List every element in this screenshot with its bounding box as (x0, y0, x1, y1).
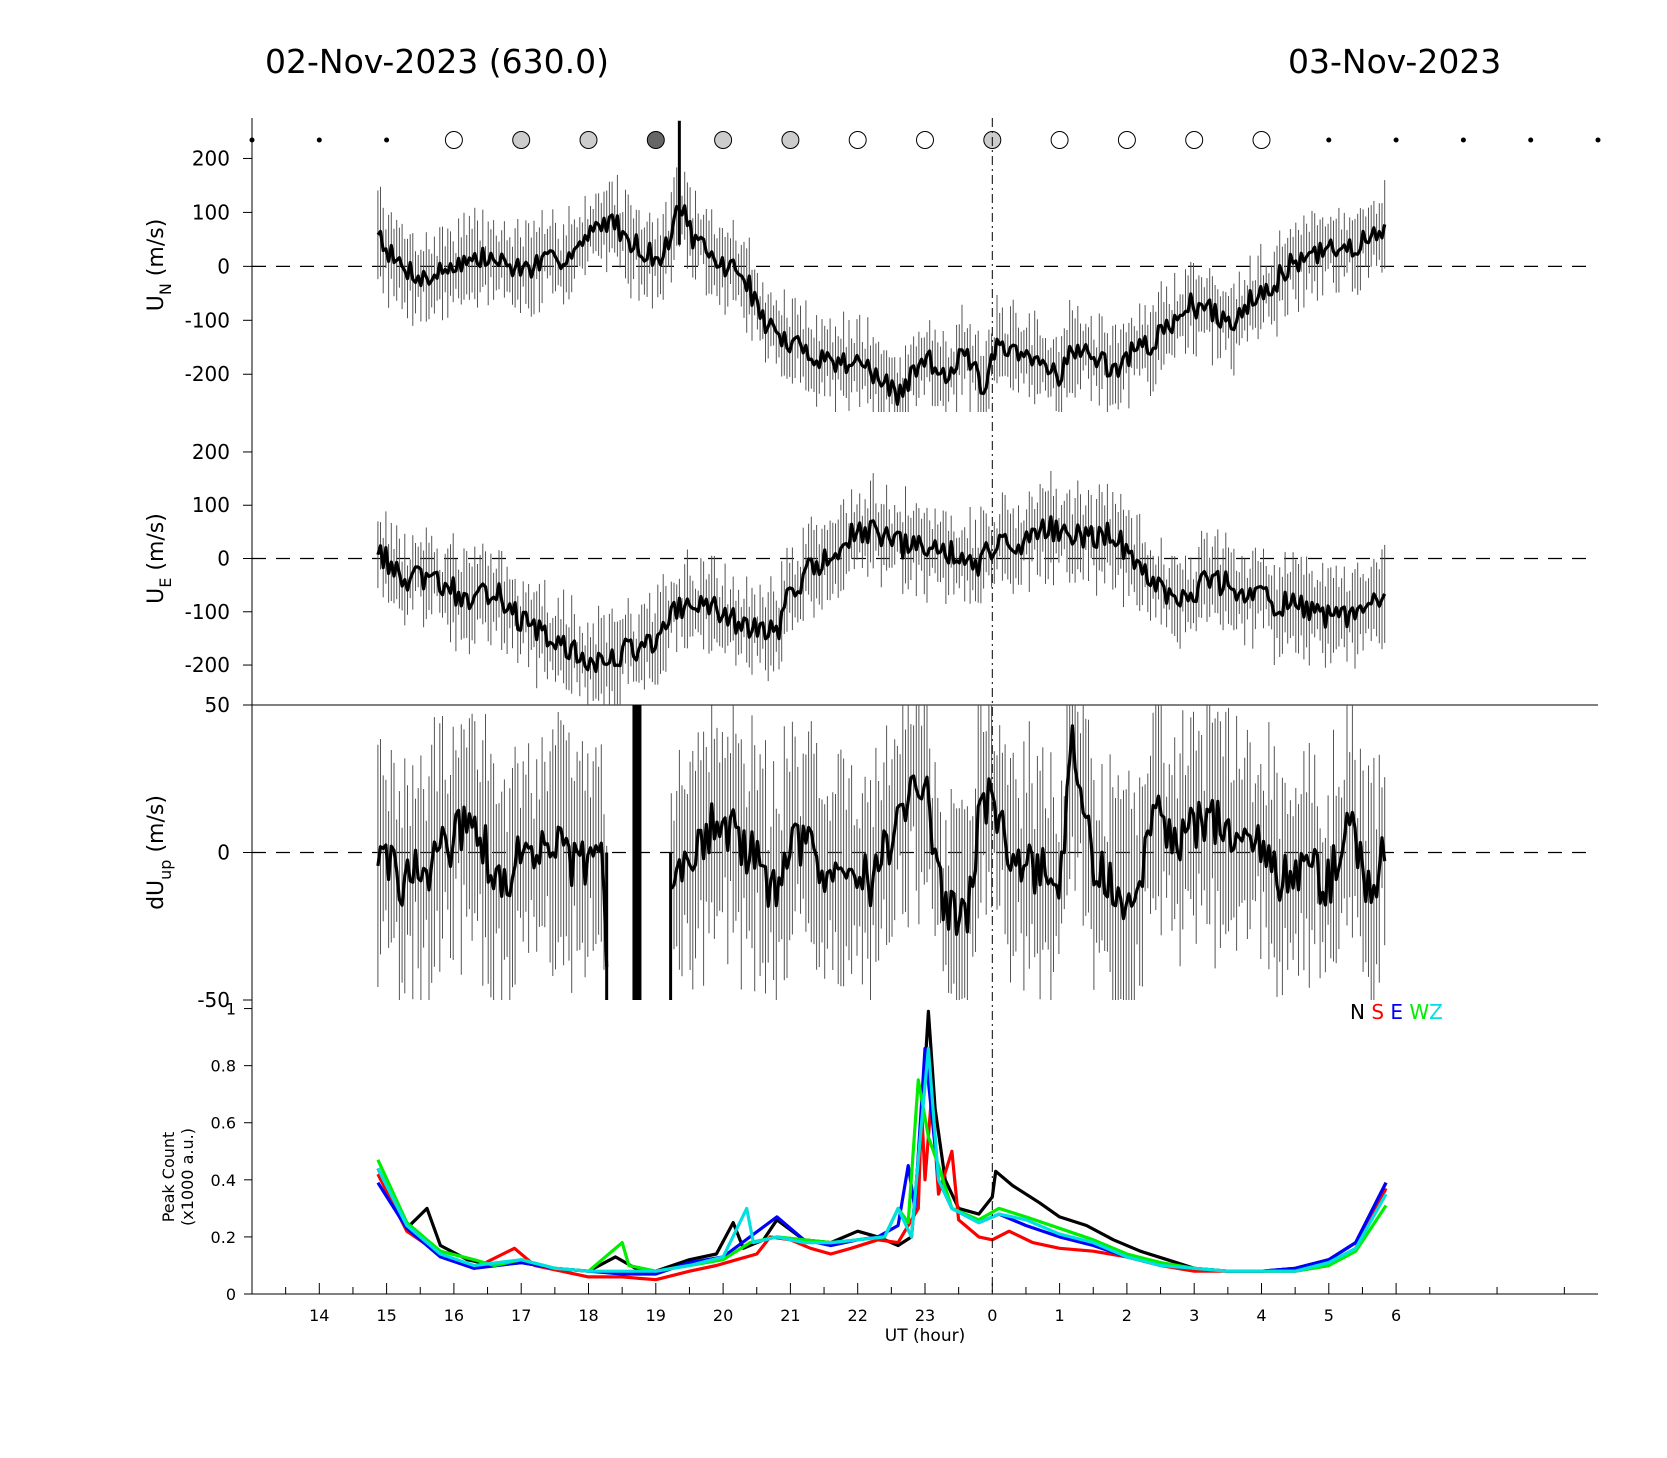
series-line-N (376, 1009, 1388, 1273)
y-tick-label: -100 (185, 308, 230, 332)
legend-entry-W: W (1409, 1000, 1429, 1024)
y-tick-label: 100 (192, 200, 230, 224)
y-tick-label: -100 (185, 600, 230, 624)
y-tick-label: 0.2 (211, 1228, 236, 1247)
moon-phase-circle (781, 131, 800, 149)
x-tick-label: 21 (780, 1306, 800, 1325)
moon-phase-circle (714, 131, 733, 149)
panel-vertical-wind: -50 0 50 dUup (m/s) (144, 693, 1588, 1012)
y-tick-label: -200 (185, 653, 230, 677)
data-area (376, 120, 1387, 412)
data-area (376, 471, 1387, 705)
date-title-right: 03-Nov-2023 (1288, 42, 1502, 81)
y-axis-label: (x1000 a.u.) (178, 1128, 197, 1226)
y-axis-label: dUup (m/s) (144, 795, 175, 910)
x-tick-label: 16 (444, 1306, 464, 1325)
legend-entry-E: E (1390, 1000, 1409, 1024)
x-tick-label: 20 (713, 1306, 733, 1325)
y-tick-label: -50 (197, 988, 230, 1012)
x-tick-label: 18 (578, 1306, 598, 1325)
y-tick-label: 0.8 (211, 1057, 236, 1076)
moon-phase-circle (1185, 131, 1204, 149)
y-tick-label: 200 (192, 440, 230, 464)
legend-entry-Z: Z (1429, 1000, 1443, 1024)
moon-dot (1326, 137, 1332, 143)
series-line-S (376, 1092, 1388, 1282)
x-axis-label: UT (hour) (885, 1326, 965, 1346)
y-tick-label: -200 (185, 362, 230, 386)
y-tick-label: 1 (226, 1000, 236, 1019)
moon-dot (316, 137, 322, 143)
x-tick-label: 5 (1324, 1306, 1334, 1325)
moon-phase-circle (916, 131, 934, 149)
data-series-line (376, 515, 1387, 674)
series-line-Z (376, 1046, 1388, 1273)
y-axis-label: UN (m/s) (144, 219, 175, 312)
x-tick-label: 19 (646, 1306, 666, 1325)
x-tick-label: 1 (1055, 1306, 1065, 1325)
moon-dot (1595, 137, 1601, 143)
moon-dot (384, 137, 390, 143)
x-tick-label: 3 (1189, 1306, 1199, 1325)
x-tick-label: 2 (1122, 1306, 1132, 1325)
x-tick-label: 6 (1391, 1306, 1401, 1325)
y-tick-label: 0 (217, 547, 230, 571)
x-tick-label: 14 (309, 1306, 329, 1325)
moon-dot (1460, 137, 1466, 143)
moon-phase-circle (646, 131, 665, 149)
moon-dot (249, 137, 255, 143)
x-tick-label: 22 (848, 1306, 868, 1325)
moon-phase-circle (579, 131, 598, 149)
x-tick-label: 4 (1256, 1306, 1266, 1325)
y-tick-label: 100 (192, 493, 230, 517)
panel-northward-wind: -200 -100 0 100 200 UN (m/s) (144, 120, 1588, 412)
y-tick-label: 50 (205, 693, 230, 717)
moon-phase-markers (249, 131, 1601, 149)
moon-phase-circle (1117, 131, 1136, 149)
data-series-line (376, 204, 1387, 406)
moon-phase-circle (848, 131, 867, 149)
legend-entry-S: S (1371, 1000, 1390, 1024)
x-tick-label: 17 (511, 1306, 531, 1325)
x-tick-label: 0 (987, 1306, 997, 1325)
x-tick-label: 15 (376, 1306, 396, 1325)
moon-phase-circle (1050, 131, 1069, 149)
series-line-W (376, 1078, 1388, 1273)
moon-phase-circle (1252, 131, 1271, 149)
y-axis-label: Peak Count (159, 1132, 178, 1223)
y-axis-label: UE (m/s) (144, 513, 175, 604)
moon-phase-circle (444, 131, 463, 149)
moon-phase-circle (512, 131, 531, 149)
data-series-line (376, 724, 1387, 967)
moon-dot (1528, 137, 1534, 143)
legend-entry-N: N (1350, 1000, 1371, 1024)
y-tick-label: 200 (192, 146, 230, 170)
y-tick-label: 0.6 (211, 1114, 236, 1133)
legend: N S E WZ (1350, 1000, 1443, 1024)
panel-eastward-wind: -200 -100 0 100 200 UE (m/s) (144, 440, 1588, 705)
moon-dot (1393, 137, 1399, 143)
y-tick-label: 0.4 (211, 1171, 236, 1190)
data-area (376, 705, 1387, 1000)
y-tick-label: 0 (217, 841, 230, 865)
y-tick-label: 0 (226, 1285, 236, 1304)
date-title-left: 02-Nov-2023 (630.0) (265, 42, 610, 81)
y-tick-label: 0 (217, 254, 230, 278)
x-tick-label: 23 (915, 1306, 935, 1325)
